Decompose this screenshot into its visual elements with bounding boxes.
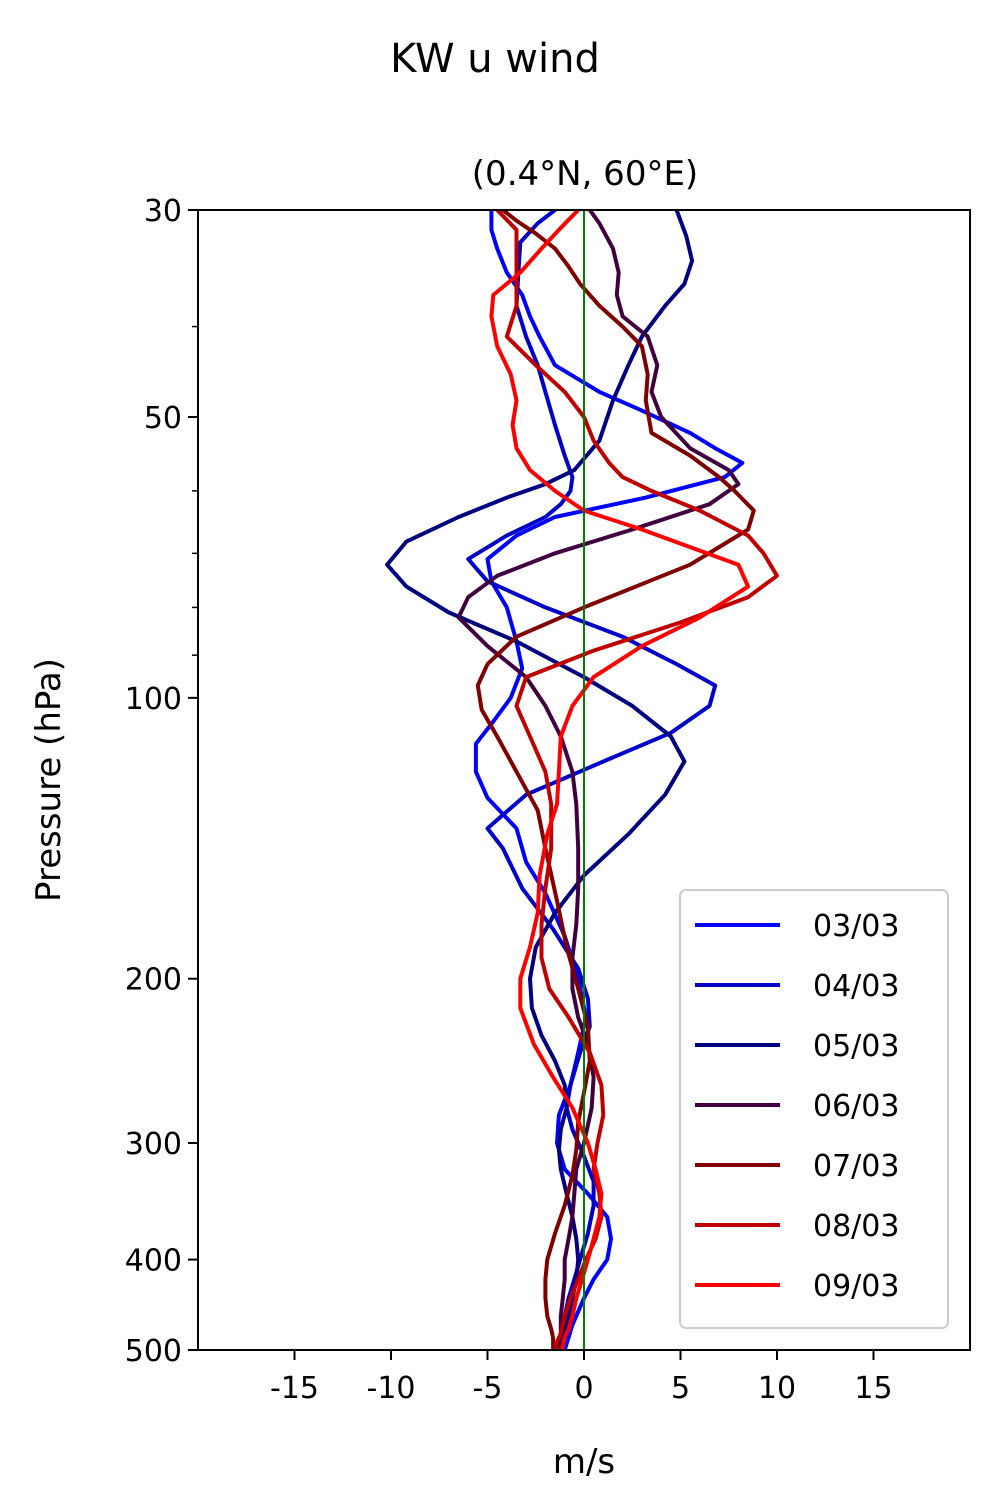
x-tick-label: 10 xyxy=(758,1371,796,1406)
chart-title: KW u wind xyxy=(390,36,600,82)
y-tick-label: 200 xyxy=(125,963,182,998)
x-tick-label: -5 xyxy=(473,1371,503,1406)
legend-label: 04/03 xyxy=(813,969,899,1004)
y-tick-label: 30 xyxy=(144,194,182,229)
x-tick-label: 0 xyxy=(574,1371,593,1406)
series-line-04-03 xyxy=(466,210,718,1350)
x-tick-label: 5 xyxy=(671,1371,690,1406)
y-tick-label: 100 xyxy=(125,682,182,717)
legend-label: 03/03 xyxy=(813,909,899,944)
x-tick-label: 15 xyxy=(854,1371,892,1406)
legend-label: 05/03 xyxy=(813,1029,899,1064)
x-tick-label: -10 xyxy=(367,1371,416,1406)
series-lines xyxy=(385,210,779,1350)
series-line-09-03 xyxy=(489,210,751,1350)
x-tick-label: -15 xyxy=(270,1371,319,1406)
legend-label: 06/03 xyxy=(813,1089,899,1124)
y-axis-label: Pressure (hPa) xyxy=(29,658,69,902)
legend-label: 09/03 xyxy=(813,1269,899,1304)
chart-subtitle: (0.4°N, 60°E) xyxy=(472,154,698,194)
x-axis-ticks: -15 -10 -5 0 5 10 15 xyxy=(270,1350,893,1406)
y-tick-label: 300 xyxy=(125,1127,182,1162)
legend-box xyxy=(679,889,949,1329)
y-axis-ticks: 30 50 100 200 300 400 500 xyxy=(125,194,198,1369)
legend-label: 08/03 xyxy=(813,1209,899,1244)
x-axis-label: m/s xyxy=(553,1442,615,1482)
y-tick-label: 400 xyxy=(125,1244,182,1279)
legend: 03/03 04/03 05/03 06/03 07/03 08/03 09/03 xyxy=(679,889,949,1329)
series-line-07-03 xyxy=(475,210,756,1350)
series-line-06-03 xyxy=(456,210,741,1350)
y-tick-label: 50 xyxy=(144,401,182,436)
y-tick-label: 500 xyxy=(125,1334,182,1369)
legend-label: 07/03 xyxy=(813,1149,899,1184)
series-line-05-03 xyxy=(385,210,695,1350)
